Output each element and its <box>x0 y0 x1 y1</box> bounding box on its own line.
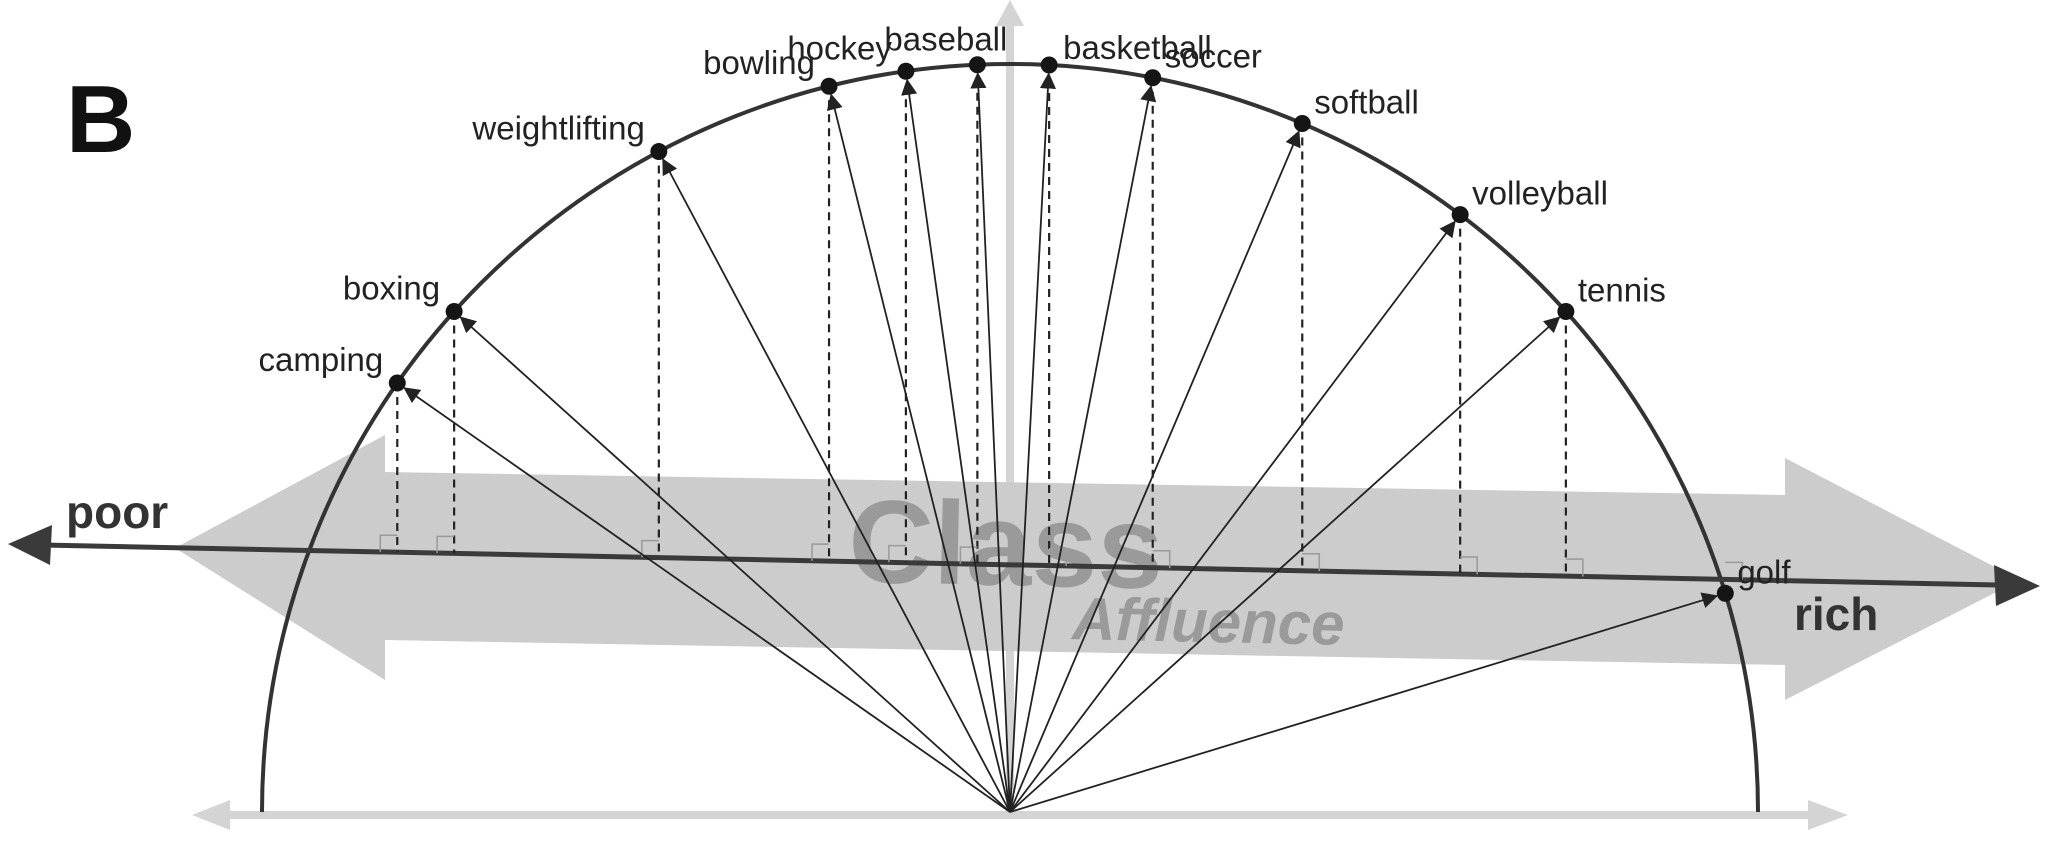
sport-point <box>650 143 668 161</box>
sport-labels: campingboxingweightliftingbowlinghockeyb… <box>259 21 1792 591</box>
sport-vector <box>970 72 1011 813</box>
rich-arrowhead <box>1994 565 2040 606</box>
right-angle-mark <box>959 546 978 564</box>
sport-point <box>897 62 915 80</box>
sport-vector <box>1009 592 1719 813</box>
sport-label: weightlifting <box>471 110 644 147</box>
sport-vector <box>1009 72 1057 813</box>
sport-vector <box>459 316 1011 813</box>
sport-vector <box>901 78 1011 813</box>
affluence-word: Affluence <box>1070 585 1346 658</box>
sport-point <box>1557 302 1575 320</box>
right-angle-mark <box>1302 553 1321 572</box>
faint-axes <box>192 0 1848 830</box>
sport-vector <box>1009 220 1456 813</box>
right-angle-mark <box>1565 558 1584 577</box>
right-angle-mark <box>641 539 659 558</box>
sport-label: volleyball <box>1472 175 1608 212</box>
right-angle-mark <box>1725 561 1744 580</box>
sport-label: hockey <box>787 29 892 66</box>
sport-point <box>968 56 986 74</box>
sport-point <box>1451 206 1469 224</box>
faint-right-arrowhead <box>1808 800 1848 830</box>
sport-point <box>1716 584 1734 602</box>
sport-label: camping <box>259 341 384 378</box>
sport-vector <box>662 158 1011 813</box>
sport-label: softball <box>1314 83 1419 120</box>
poor-arrowhead <box>8 525 52 565</box>
sport-points <box>388 56 1734 602</box>
sport-label: baseball <box>884 21 1007 58</box>
sport-point <box>1040 56 1058 74</box>
faint-left-arrowhead <box>192 800 230 830</box>
sport-vector <box>403 387 1011 813</box>
sport-point <box>820 77 838 95</box>
panel-label: B <box>66 66 135 173</box>
poor-rich-axis-line <box>41 542 1999 588</box>
right-angle-mark <box>379 534 398 552</box>
rich-label: rich <box>1794 588 1878 640</box>
sport-label: soccer <box>1165 38 1262 75</box>
sport-label: golf <box>1737 553 1791 590</box>
right-angle-mark <box>436 535 455 554</box>
sport-label: basketball <box>1063 29 1212 66</box>
sport-label: tennis <box>1578 271 1666 308</box>
right-angle-mark <box>1152 549 1171 569</box>
sport-point <box>1144 69 1162 87</box>
right-angle-mark <box>1049 547 1067 566</box>
poor-label: poor <box>66 486 168 538</box>
faint-vertical-arrowhead <box>996 0 1024 26</box>
sport-vector <box>1009 316 1561 813</box>
sport-label: boxing <box>343 269 440 306</box>
sport-point <box>388 374 406 392</box>
sport-vector <box>826 93 1011 813</box>
sport-label: bowling <box>703 44 815 81</box>
sport-vectors <box>403 72 1719 813</box>
sport-point <box>445 302 463 320</box>
right-angle-mark <box>888 544 906 563</box>
right-angle-mark <box>811 543 830 561</box>
projection-lines <box>379 64 1744 594</box>
semicircle-arc <box>260 62 1760 813</box>
sport-vector <box>1009 130 1301 813</box>
sport-vector <box>1009 84 1157 813</box>
poor-rich-axis <box>8 525 2040 606</box>
right-angle-mark <box>1460 556 1478 575</box>
sport-point <box>1293 114 1311 132</box>
